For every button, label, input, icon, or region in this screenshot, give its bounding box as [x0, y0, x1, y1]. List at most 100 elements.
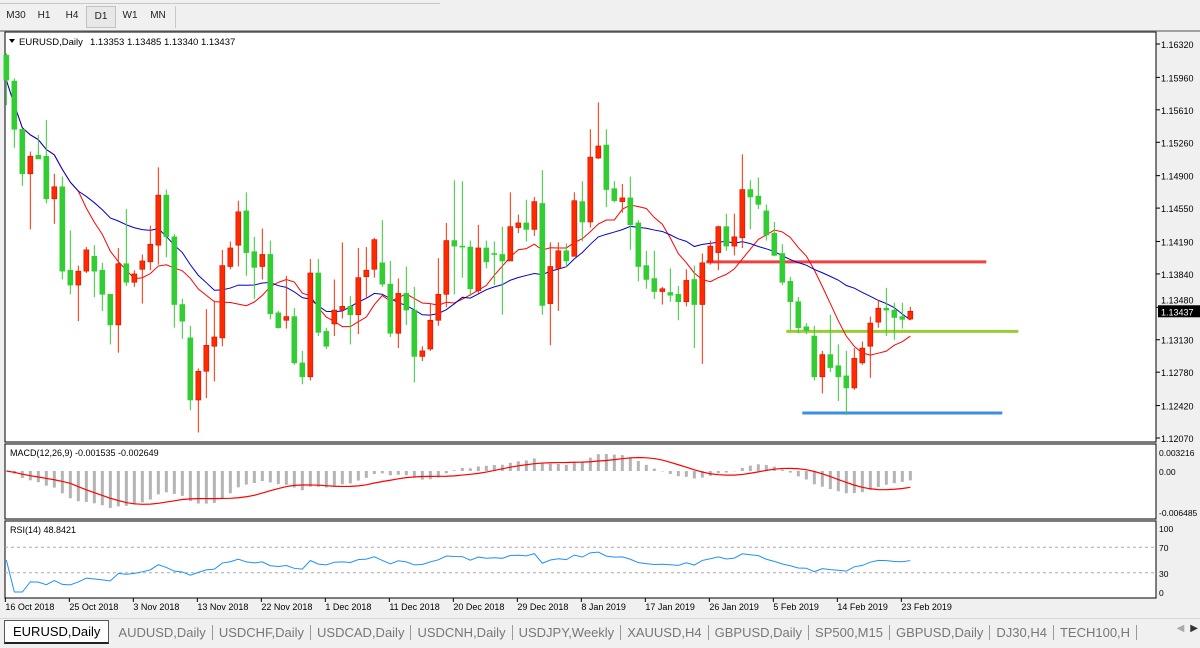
macd-histogram-bar: [861, 471, 864, 492]
macd-histogram-bar: [101, 471, 104, 505]
bullish-candle: [820, 355, 825, 377]
time-tick-label: 13 Nov 2018: [197, 602, 248, 612]
bullish-candle: [76, 271, 81, 285]
timeframe-h1-button[interactable]: H1: [30, 6, 58, 26]
bearish-candle: [884, 308, 889, 310]
chart-tab[interactable]: AUDUSD,Daily: [112, 625, 212, 640]
bearish-candle: [764, 211, 769, 235]
chart-window[interactable]: 1.163201.159601.156101.152601.149001.145…: [0, 30, 1200, 618]
macd-histogram-bar: [781, 469, 784, 471]
macd-histogram-bar: [349, 471, 352, 483]
bearish-candle: [244, 211, 249, 253]
bearish-candle: [180, 305, 185, 322]
time-tick-label: 25 Oct 2018: [69, 602, 118, 612]
macd-histogram-bar: [717, 471, 720, 473]
macd-histogram-bar: [637, 461, 640, 471]
timeframe-w1-button[interactable]: W1: [116, 6, 144, 26]
bearish-candle: [164, 195, 169, 237]
bullish-candle: [908, 311, 913, 319]
chart-tab[interactable]: XAUUSD,H4: [621, 625, 708, 640]
bearish-candle: [604, 145, 609, 190]
macd-histogram-bar: [885, 471, 888, 485]
bearish-candle: [812, 336, 817, 377]
bullish-candle: [52, 187, 57, 199]
chart-tab[interactable]: DJ30,H4: [990, 625, 1054, 640]
bearish-candle: [692, 279, 697, 304]
rsi-panel: [5, 521, 1156, 598]
bearish-candle: [844, 376, 849, 388]
price-tick-label: 1.15260: [1161, 138, 1194, 148]
bullish-candle: [332, 310, 337, 324]
bearish-candle: [452, 241, 457, 247]
bearish-candle: [804, 327, 809, 331]
toolbar-top-strip: [0, 0, 440, 4]
tab-scroll-right-icon[interactable]: ▶: [1190, 623, 1198, 634]
time-tick-label: 3 Nov 2018: [133, 602, 179, 612]
bullish-candle: [428, 320, 433, 349]
bearish-candle: [124, 264, 129, 283]
bearish-candle: [748, 190, 753, 197]
timeframe-h4-button[interactable]: H4: [58, 6, 86, 26]
chart-tab[interactable]: TECH100,H: [1054, 625, 1137, 640]
chart-tab[interactable]: SP500,M15: [809, 625, 890, 640]
bearish-candle: [412, 310, 417, 356]
price-tick-label: 1.13840: [1161, 270, 1194, 280]
macd-tick-label: 0.00: [1159, 467, 1176, 477]
bullish-candle: [260, 254, 265, 266]
bullish-candle: [204, 345, 209, 371]
chart-tab[interactable]: USDCAD,Daily: [311, 625, 411, 640]
current-price-label: 1.13437: [1161, 307, 1194, 317]
chart-tab[interactable]: GBPUSD,Daily: [709, 625, 809, 640]
timeframe-mn-button[interactable]: MN: [144, 6, 172, 26]
timeframe-d1-button[interactable]: D1: [86, 6, 116, 28]
rsi-label: RSI(14) 48.8421: [10, 525, 76, 535]
main-chart-panel: [5, 32, 1156, 442]
macd-histogram-bar: [757, 464, 760, 471]
chart-tab[interactable]: USDCHF,Daily: [213, 625, 311, 640]
bearish-candle: [20, 129, 25, 174]
macd-histogram-bar: [909, 471, 912, 480]
bullish-candle: [28, 156, 33, 174]
chart-tab[interactable]: EURUSD,Daily: [4, 620, 109, 644]
tab-scroll-left-icon[interactable]: ◀: [1177, 623, 1185, 634]
macd-histogram-bar: [445, 471, 448, 473]
bullish-candle: [572, 201, 577, 257]
chart-tab[interactable]: USDJPY,Weekly: [513, 625, 622, 640]
macd-histogram-bar: [589, 458, 592, 471]
macd-histogram-bar: [749, 466, 752, 471]
bearish-candle: [300, 363, 305, 377]
timeframe-m30-button[interactable]: M30: [2, 6, 30, 26]
macd-histogram-bar: [285, 471, 288, 485]
rsi-tick-label: 30: [1159, 569, 1169, 579]
price-tick-label: 1.16320: [1161, 40, 1194, 50]
price-tick-label: 1.15610: [1161, 106, 1194, 116]
bearish-candle: [524, 223, 529, 229]
macd-histogram-bar: [597, 454, 600, 471]
bearish-candle: [292, 317, 297, 363]
time-tick-label: 16 Oct 2018: [5, 602, 54, 612]
bearish-candle: [676, 294, 681, 301]
macd-histogram-bar: [525, 460, 528, 471]
macd-histogram-bar: [157, 471, 160, 494]
bullish-candle: [420, 351, 425, 357]
macd-histogram-bar: [309, 471, 312, 487]
macd-histogram-bar: [317, 471, 320, 487]
bearish-candle: [388, 284, 393, 333]
macd-histogram-bar: [109, 471, 112, 508]
macd-histogram-bar: [741, 468, 744, 471]
bullish-candle: [860, 348, 865, 363]
chart-tab[interactable]: USDCNH,Daily: [411, 625, 512, 640]
time-tick-label: 23 Feb 2019: [901, 602, 952, 612]
macd-histogram-bar: [277, 471, 280, 484]
bearish-candle: [652, 279, 657, 292]
bearish-candle: [724, 227, 729, 246]
macd-histogram-bar: [125, 471, 128, 506]
bullish-candle: [356, 278, 361, 315]
bearish-candle: [12, 81, 17, 129]
bullish-candle: [588, 157, 593, 222]
macd-histogram-bar: [181, 471, 184, 496]
bullish-candle: [212, 337, 217, 346]
macd-histogram-bar: [669, 471, 672, 474]
chart-tab[interactable]: GBPUSD,Daily: [890, 625, 990, 640]
